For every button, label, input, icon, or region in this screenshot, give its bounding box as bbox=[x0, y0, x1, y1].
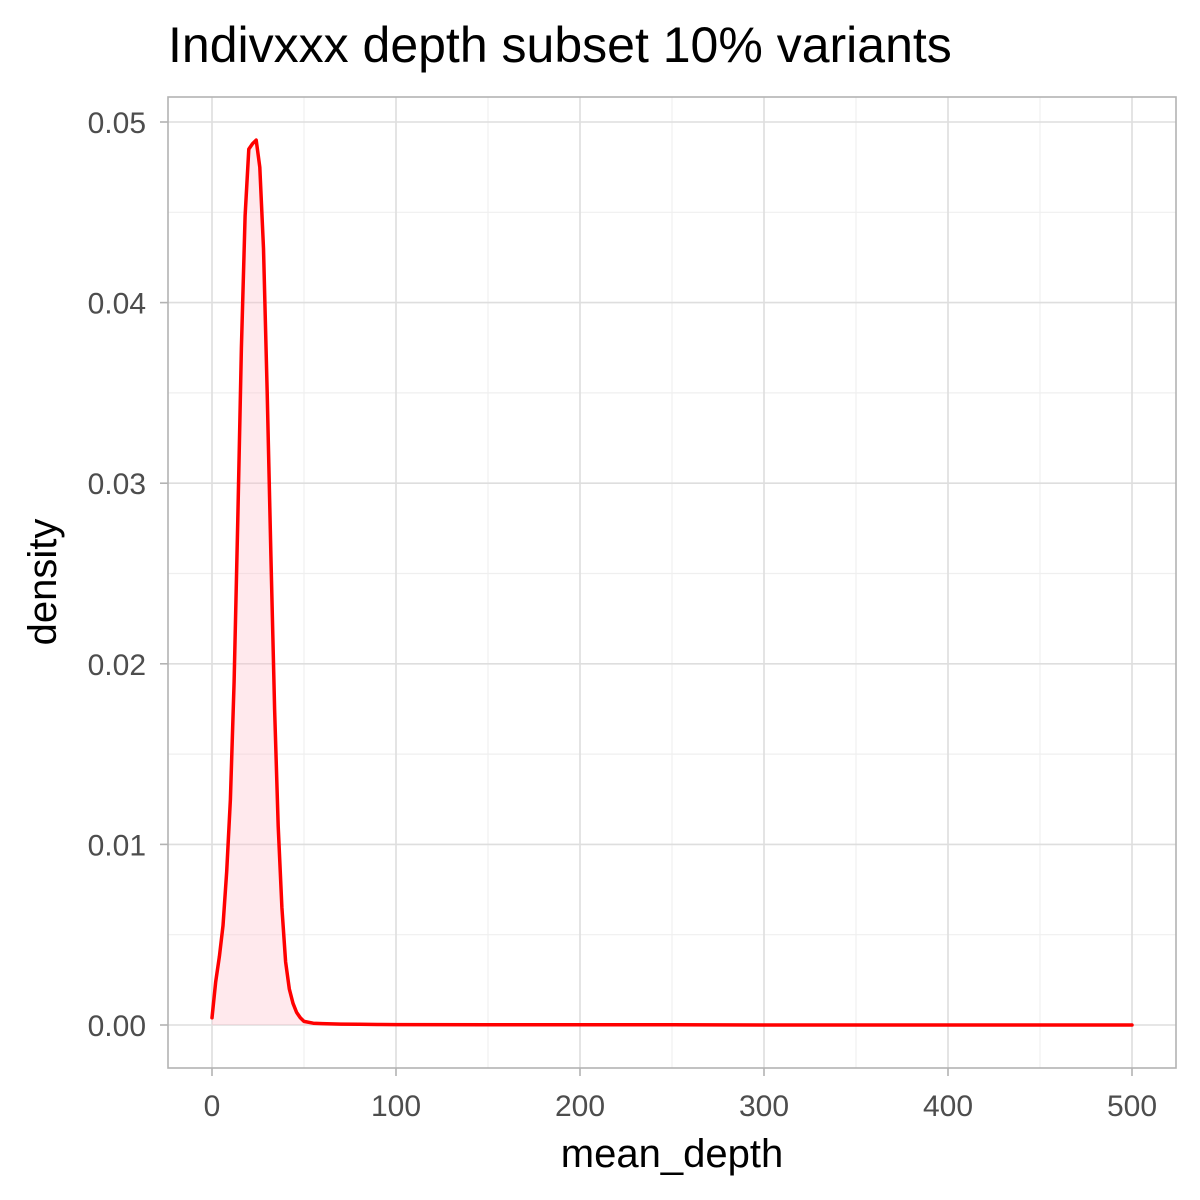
x-axis: 0 100 200 300 400 500 bbox=[204, 1068, 1157, 1123]
x-tick-label: 100 bbox=[371, 1090, 421, 1123]
y-tick-label: 0.04 bbox=[88, 288, 146, 321]
x-tick-label: 300 bbox=[739, 1090, 789, 1123]
y-tick-label: 0.03 bbox=[88, 468, 146, 501]
chart-title: Indivxxx depth subset 10% variants bbox=[168, 17, 952, 73]
x-tick-label: 500 bbox=[1107, 1090, 1157, 1123]
y-axis-title: density bbox=[21, 519, 65, 646]
y-tick-label: 0.05 bbox=[88, 107, 146, 140]
y-axis: 0.00 0.01 0.02 0.03 0.04 0.05 bbox=[88, 107, 168, 1043]
plot-panel bbox=[167, 96, 1177, 1069]
x-tick-label: 0 bbox=[204, 1090, 221, 1123]
density-line bbox=[210, 138, 1134, 1027]
x-tick-label: 400 bbox=[923, 1090, 973, 1123]
density-series bbox=[210, 138, 1134, 1027]
minor-gridlines bbox=[168, 97, 1176, 1068]
x-tick-label: 200 bbox=[555, 1090, 605, 1123]
y-tick-label: 0.00 bbox=[88, 1010, 146, 1043]
x-axis-title: mean_depth bbox=[561, 1132, 783, 1176]
y-tick-label: 0.02 bbox=[88, 649, 146, 682]
y-tick-label: 0.01 bbox=[88, 829, 146, 862]
